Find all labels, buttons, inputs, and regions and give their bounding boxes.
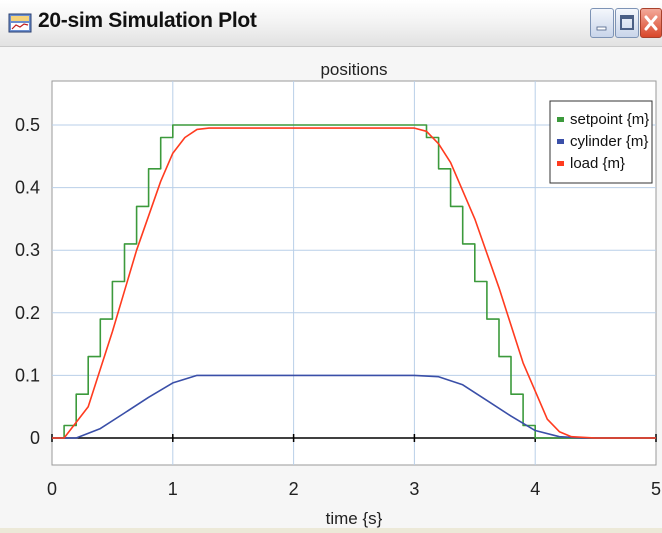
app-icon — [8, 13, 32, 33]
y-tick-label: 0.5 — [15, 115, 40, 135]
y-tick-label: 0.4 — [15, 178, 40, 198]
legend-box — [549, 100, 653, 184]
title-bar[interactable]: 20-sim Simulation Plot — [0, 0, 662, 47]
legend-swatch-load — [557, 161, 564, 166]
legend-label-load: load {m} — [570, 155, 625, 172]
close-icon — [644, 15, 658, 31]
minimize-icon — [596, 26, 607, 31]
window-title: 20-sim Simulation Plot — [38, 9, 257, 32]
legend-label-setpoint: setpoint {m} — [570, 111, 649, 128]
x-tick-label: 3 — [409, 479, 419, 499]
series-line-cylinder — [52, 374, 656, 439]
y-tick-label: 0 — [30, 428, 40, 448]
y-tick-label: 0.1 — [15, 365, 40, 385]
x-tick-label: 2 — [289, 479, 299, 499]
legend-swatch-cylinder — [557, 139, 564, 144]
close-button[interactable] — [640, 8, 662, 38]
legend: setpoint {m} cylinder {m} load {m} — [549, 100, 653, 184]
maximize-icon — [620, 15, 634, 30]
x-tick-label: 0 — [47, 479, 57, 499]
x-tick-label: 5 — [651, 479, 661, 499]
chart-title: positions — [320, 60, 387, 79]
plot-panel: positions time {s} 0 1 2 3 4 5 0 0.1 0.2 0.3 0.4 0.… — [0, 47, 662, 528]
series-line-load — [52, 127, 656, 439]
x-tick-label: 4 — [530, 479, 540, 499]
y-tick-label: 0.3 — [15, 240, 40, 260]
positions-chart: positions time {s} 0 1 2 3 4 5 0 0.1 0.2 0.3 0.4 0.… — [15, 60, 661, 528]
y-tick-label: 0.2 — [15, 303, 40, 323]
x-axis-label: time {s} — [326, 509, 383, 528]
maximize-button[interactable] — [615, 8, 639, 38]
minimize-button[interactable] — [590, 8, 614, 38]
legend-swatch-setpoint — [557, 117, 564, 122]
x-tick-label: 1 — [168, 479, 178, 499]
series-lines — [52, 124, 656, 439]
legend-label-cylinder: cylinder {m} — [570, 133, 648, 150]
series-line-setpoint — [52, 124, 656, 439]
